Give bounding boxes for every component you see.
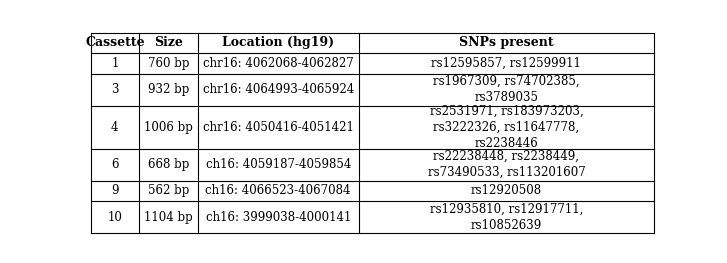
Text: ch16: 3999038-4000141: ch16: 3999038-4000141 — [206, 211, 351, 224]
Text: 760 bp: 760 bp — [148, 57, 189, 70]
Text: Cassette: Cassette — [85, 36, 145, 49]
Text: rs12920508: rs12920508 — [471, 184, 542, 198]
Text: 6: 6 — [111, 158, 119, 171]
Text: rs2531971, rs183973203,
rs3222326, rs11647778,
rs2238446: rs2531971, rs183973203, rs3222326, rs116… — [430, 105, 583, 150]
Text: ch16: 4059187-4059854: ch16: 4059187-4059854 — [206, 158, 351, 171]
Text: 1104 bp: 1104 bp — [144, 211, 193, 224]
Text: rs12935810, rs12917711,
rs10852639: rs12935810, rs12917711, rs10852639 — [430, 203, 583, 232]
Text: chr16: 4064993-4065924: chr16: 4064993-4065924 — [203, 83, 354, 96]
Text: 932 bp: 932 bp — [148, 83, 189, 96]
Text: SNPs present: SNPs present — [459, 36, 554, 49]
Text: 668 bp: 668 bp — [148, 158, 189, 171]
Text: 1006 bp: 1006 bp — [144, 121, 193, 134]
Text: 1: 1 — [111, 57, 119, 70]
Text: 4: 4 — [111, 121, 119, 134]
Text: rs22238448, rs2238449,
rs73490533, rs113201607: rs22238448, rs2238449, rs73490533, rs113… — [427, 150, 585, 179]
Text: chr16: 4062068-4062827: chr16: 4062068-4062827 — [203, 57, 353, 70]
Text: 562 bp: 562 bp — [148, 184, 189, 198]
Text: Location (hg19): Location (hg19) — [222, 36, 334, 49]
Text: 10: 10 — [108, 211, 122, 224]
Text: rs1967309, rs74702385,
rs3789035: rs1967309, rs74702385, rs3789035 — [433, 75, 579, 104]
Text: Size: Size — [154, 36, 182, 49]
Text: chr16: 4050416-4051421: chr16: 4050416-4051421 — [203, 121, 353, 134]
Text: ch16: 4066523-4067084: ch16: 4066523-4067084 — [206, 184, 351, 198]
Text: 9: 9 — [111, 184, 119, 198]
Text: rs12595857, rs12599911: rs12595857, rs12599911 — [431, 57, 582, 70]
Text: 3: 3 — [111, 83, 119, 96]
